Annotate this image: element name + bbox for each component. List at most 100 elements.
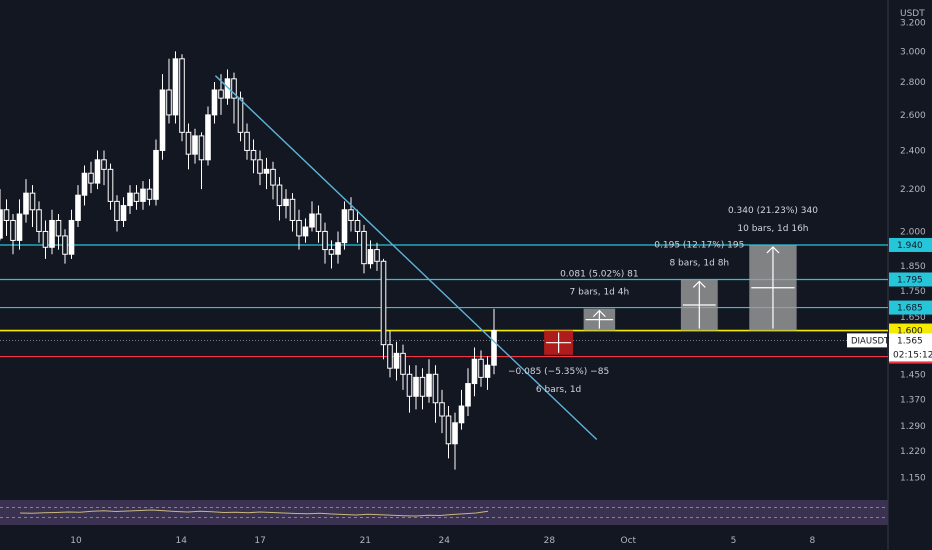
level-price-label: 1.795 [897,275,923,285]
candle-body[interactable] [276,184,283,207]
candle-body[interactable] [478,358,484,378]
candle-body[interactable] [23,192,29,215]
level-price-badge [889,272,932,287]
candle-body[interactable] [159,89,166,151]
candle-body[interactable] [101,159,107,170]
candle-body[interactable] [88,172,94,184]
candle-body[interactable] [439,402,445,417]
y-tick-label: 1.850 [900,262,926,272]
candle-body[interactable] [491,330,497,366]
y-tick-label: 1.220 [900,447,926,457]
candle-body[interactable] [432,373,439,404]
trendline[interactable] [214,75,598,441]
last-price-badge [889,333,932,362]
x-tick-label: 8 [810,536,816,546]
x-tick-label: 21 [360,536,371,546]
candle-body[interactable] [309,213,315,228]
candle-body[interactable] [166,89,172,116]
candle-body[interactable] [426,373,432,397]
candle-body[interactable] [289,198,296,221]
x-tick-label: 10 [70,536,82,546]
candle-body[interactable] [10,219,16,241]
candle-body[interactable] [471,358,478,385]
candle-body[interactable] [348,209,354,221]
candle-body[interactable] [218,89,224,99]
candle-body[interactable] [146,188,153,200]
indicator-panel[interactable] [0,500,888,525]
candle-body[interactable] [36,209,42,232]
y-tick-label: 1.450 [900,370,926,380]
candle-body[interactable] [270,168,276,186]
candle-body[interactable] [452,422,458,445]
candle-body[interactable] [231,78,237,99]
candle-body[interactable] [322,230,328,251]
candle-body[interactable] [127,192,133,207]
candle-body[interactable] [302,226,309,237]
range-label: 7 bars, 1d 4h [570,288,630,298]
candle-body[interactable] [114,200,120,221]
candle-body[interactable] [205,114,211,161]
candle-body[interactable] [49,219,55,248]
candle-body[interactable] [62,235,68,255]
candle-body[interactable] [458,405,465,424]
last-price-countdown: 02:15:12 [893,350,932,360]
candle-body[interactable] [257,159,263,174]
y-tick-label: 1.750 [900,287,926,297]
candle-body[interactable] [237,97,244,133]
candle-body[interactable] [133,192,140,202]
candle-body[interactable] [341,209,348,244]
candle-body[interactable] [68,219,75,255]
candle-body[interactable] [465,383,471,407]
candle-body[interactable] [387,344,393,369]
candle-body[interactable] [81,172,88,196]
candle-body[interactable] [0,209,3,239]
candle-body[interactable] [367,249,374,265]
candle-body[interactable] [484,364,491,378]
candle-body[interactable] [94,159,101,184]
candle-body[interactable] [153,149,159,200]
candle-body[interactable] [374,249,380,262]
candle-body[interactable] [406,373,413,397]
candle-body[interactable] [29,192,36,211]
y-tick-label: 2.200 [900,185,926,195]
level-price-label: 1.940 [897,241,923,251]
y-tick-label: 3.200 [900,19,926,29]
candle-body[interactable] [3,209,10,221]
candle-body[interactable] [380,260,387,346]
candle-body[interactable] [335,242,341,255]
candle-body[interactable] [354,219,361,232]
candle-body[interactable] [75,194,81,221]
candle-body[interactable] [393,352,400,369]
candle-body[interactable] [283,198,289,207]
candle-body[interactable] [55,219,62,237]
x-tick-label: 17 [254,536,265,546]
candle-body[interactable] [120,205,127,221]
candle-body[interactable] [419,376,426,397]
range-arrow [692,280,706,288]
candle-body[interactable] [400,352,406,375]
range-arrow [766,246,780,254]
candle-body[interactable] [172,58,179,116]
candle-body[interactable] [263,168,270,174]
candle-body[interactable] [361,230,367,265]
candle-body[interactable] [211,89,218,116]
range-label: 0.195 (12.17%) 195 [654,240,744,250]
candle-body[interactable] [244,131,250,151]
candle-body[interactable] [445,415,452,445]
candle-body[interactable] [179,58,185,133]
candle-body[interactable] [328,249,335,255]
candle-body[interactable] [198,135,205,161]
candle-body[interactable] [185,131,192,155]
candle-body[interactable] [250,149,257,161]
candle-body[interactable] [296,219,302,237]
candle-body[interactable] [16,213,23,241]
candle-body[interactable] [140,188,146,202]
candle-body[interactable] [315,213,322,232]
candle-body[interactable] [107,168,114,202]
candle-body[interactable] [413,376,419,397]
symbol-badge [847,333,887,348]
candle-body[interactable] [192,135,198,155]
candle-body[interactable] [42,230,49,248]
y-tick-label: 1.370 [900,395,926,405]
